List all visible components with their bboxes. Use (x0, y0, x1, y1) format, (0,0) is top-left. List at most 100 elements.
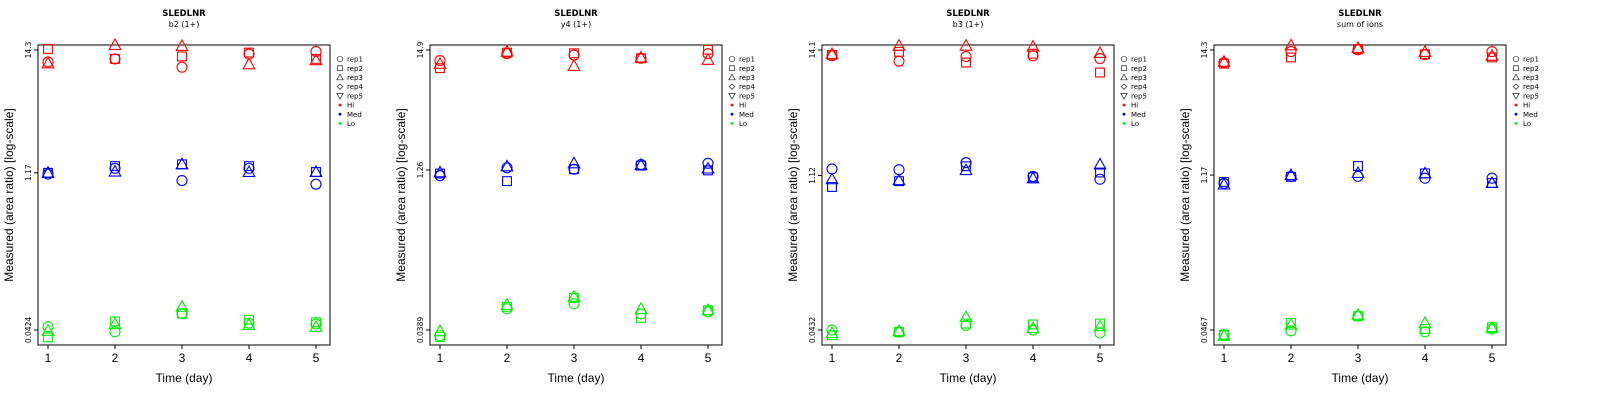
x-tick-label: 3 (963, 351, 970, 365)
legend-item-hi: Hi (1514, 102, 1530, 110)
legend-label: rep4 (1131, 83, 1147, 91)
data-point-hi-rep3 (825, 46, 839, 60)
legend-label: Med (1523, 111, 1538, 119)
data-point-med-rep3 (1093, 157, 1107, 170)
data-point-hi-rep1 (960, 50, 972, 63)
data-point-med-rep1 (310, 178, 322, 190)
data-point-lo-rep2 (1028, 319, 1038, 330)
data-point-lo-rep1 (1352, 310, 1364, 322)
data-point-hi-rep3 (567, 58, 581, 71)
data-point-hi-rep1 (1094, 53, 1106, 65)
data-point-lo-rep3 (567, 289, 581, 302)
data-point-hi-rep2 (569, 48, 579, 59)
legend-symbol (1512, 73, 1520, 81)
legend-item-lo: Lo (1514, 120, 1531, 128)
legend-item-rep3: rep3 (336, 73, 363, 82)
legend-symbol (1120, 55, 1128, 63)
data-point-med-rep2 (244, 161, 254, 172)
x-tick-label: 1 (1221, 351, 1228, 365)
x-axis-label: Time (day) (1332, 371, 1389, 385)
series-hi (825, 38, 1107, 78)
legend-dot (1514, 103, 1518, 107)
data-point-lo-rep1 (1486, 323, 1498, 335)
legend-label: rep3 (1131, 74, 1147, 82)
x-tick-label: 3 (179, 351, 186, 365)
x-tick-label: 3 (571, 351, 578, 365)
legend-label: Med (1131, 111, 1146, 119)
legend-item-rep1: rep1 (1512, 55, 1539, 64)
data-point-hi-rep3 (1026, 39, 1040, 52)
data-point-hi-rep1 (109, 53, 121, 65)
legend-item-med: Med (1514, 111, 1538, 119)
data-point-lo-rep2 (177, 308, 187, 319)
data-point-lo-rep1 (568, 298, 580, 310)
legend-symbol (1512, 55, 1520, 63)
x-tick-label: 1 (829, 351, 836, 365)
x-tick-label: 1 (437, 351, 444, 365)
data-point-hi-rep2 (110, 53, 120, 64)
legend-item-rep1: rep1 (336, 56, 363, 64)
data-point-hi-rep3 (1418, 44, 1432, 58)
data-point-hi-rep1 (1285, 46, 1297, 58)
data-point-lo-rep1 (960, 319, 972, 331)
legend-label: Hi (347, 102, 354, 110)
legend-dot (338, 103, 342, 107)
data-point-lo-rep1 (109, 326, 121, 338)
series-lo (825, 309, 1107, 341)
data-point-med-rep3 (825, 172, 839, 185)
data-point-med-rep3 (1026, 171, 1040, 184)
data-point-med-rep3 (701, 161, 715, 174)
chart-title: SLEDLNR (946, 9, 990, 19)
data-point-lo-rep3 (175, 299, 189, 312)
data-point-med-rep1 (109, 162, 121, 174)
data-point-lo-rep3 (1026, 320, 1040, 334)
series-lo (1217, 307, 1499, 341)
data-point-lo-rep3 (1418, 315, 1432, 328)
x-axis-label: Time (day) (940, 371, 997, 385)
y-tick-label: 1.17 (24, 164, 33, 181)
data-point-med-rep1 (501, 162, 513, 174)
legend-symbol (728, 55, 736, 63)
x-tick-label: 1 (45, 351, 52, 365)
chart-subtitle: b2 (1+) (169, 20, 200, 29)
legend-label: rep1 (1523, 56, 1539, 64)
data-point-lo-rep2 (244, 314, 254, 325)
plot-frame (37, 44, 331, 346)
legend-item-rep5: rep5 (728, 92, 755, 100)
data-point-med-rep3 (108, 164, 122, 177)
data-point-lo-rep3 (433, 324, 447, 337)
legend-symbol (336, 83, 344, 90)
data-point-hi-rep1 (635, 52, 647, 64)
data-point-lo-rep3 (825, 325, 839, 339)
legend-label: rep1 (739, 56, 755, 64)
legend-symbol (728, 83, 736, 90)
data-point-hi-rep2 (1286, 52, 1296, 63)
data-point-lo-rep3 (108, 316, 122, 330)
data-point-med-rep3 (41, 165, 55, 178)
data-point-med-rep3 (309, 164, 323, 178)
series-lo (41, 299, 323, 343)
data-point-lo-rep3 (1485, 320, 1499, 334)
x-tick-label: 4 (1422, 351, 1429, 365)
data-point-med-rep2 (502, 176, 512, 187)
data-point-hi-rep3 (309, 53, 323, 66)
legend-dot (730, 112, 734, 116)
legend-label: Hi (1523, 102, 1530, 110)
data-point-hi-rep1 (702, 48, 714, 60)
legend-symbol (1512, 83, 1520, 90)
data-point-med-rep2 (1095, 167, 1105, 178)
legend-label: rep4 (347, 83, 363, 91)
data-point-hi-rep2 (961, 57, 971, 68)
data-point-hi-rep2 (1028, 48, 1038, 59)
legend-item-rep1: rep1 (728, 55, 755, 64)
series-hi (41, 37, 323, 73)
data-point-hi-rep2 (244, 47, 254, 58)
legend-label: rep3 (1523, 74, 1539, 82)
data-point-hi-rep3 (175, 38, 189, 52)
legend-item-rep1: rep1 (1120, 55, 1147, 64)
